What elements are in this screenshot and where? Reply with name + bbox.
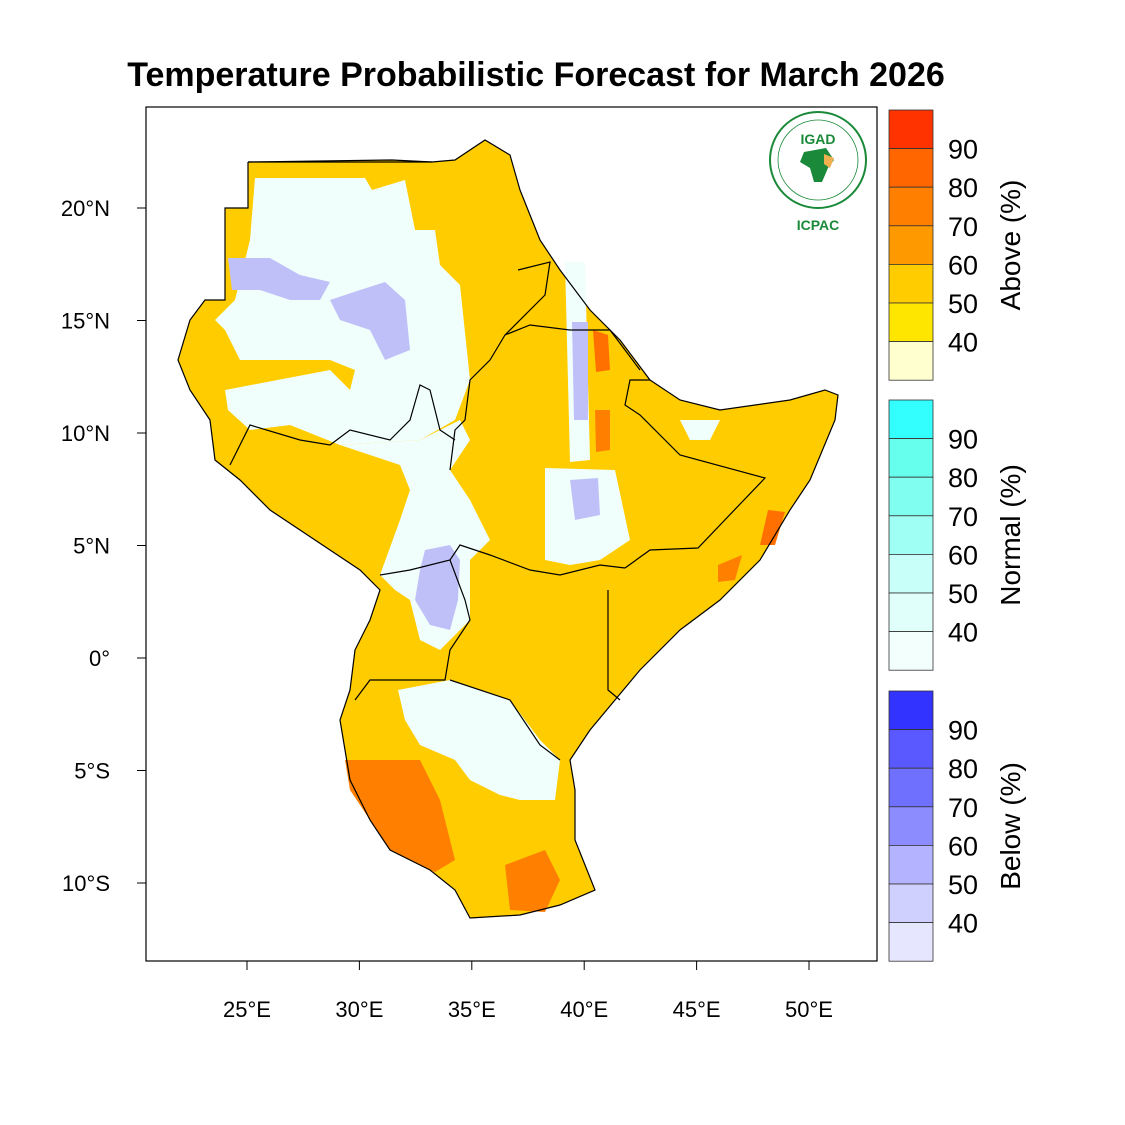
colorbar-label: 80 <box>948 754 978 784</box>
region-above-high-ethiopia <box>593 330 610 372</box>
colorbar-label: 60 <box>948 250 978 280</box>
colorbar-swatch <box>888 690 934 730</box>
colorbar-below: 90 80 70 60 50 40 Below (%) <box>888 690 1026 962</box>
figure-title: Temperature Probabilistic Forecast for M… <box>127 56 945 94</box>
colorbar-label: 70 <box>948 212 978 242</box>
colorbar-label: 90 <box>948 135 978 165</box>
colorbar-label: 60 <box>948 831 978 861</box>
logo-icpac-text: ICPAC <box>797 217 840 233</box>
border-sudan-southsudan <box>229 384 456 466</box>
border-ethiopia-somalia <box>624 379 767 569</box>
region-normal-somalia <box>680 420 720 440</box>
lat-tick-label: 10°S <box>62 871 110 896</box>
colorbar-label: 70 <box>948 502 978 532</box>
colorbar-swatch <box>888 186 934 227</box>
colorbar-swatch <box>888 592 934 632</box>
colorbar-swatch <box>888 845 934 885</box>
colorbar-swatch <box>888 883 934 923</box>
border-kenya-somalia <box>607 590 621 701</box>
lon-tick-label: 30°E <box>335 997 383 1022</box>
colorbar-label: 60 <box>948 540 978 570</box>
colorbar-label: 90 <box>948 716 978 746</box>
colorbar-title: Normal (%) <box>995 464 1026 606</box>
border-sudan-eritrea-ethiopia <box>449 261 551 471</box>
colorbar-swatch <box>888 476 934 517</box>
colorbar-swatch <box>888 341 934 381</box>
colorbar-label: 80 <box>948 173 978 203</box>
lon-axis: 25°E 30°E 35°E 40°E 45°E 50°E <box>223 961 833 1022</box>
map-area <box>177 139 839 919</box>
border-southsudan-uganda-kenya <box>379 544 626 576</box>
colorbar-label: 40 <box>948 909 978 939</box>
colorbar-title: Below (%) <box>995 762 1026 890</box>
lon-tick-label: 50°E <box>785 997 833 1022</box>
colorbar-normal: 90 80 70 60 50 40 Normal (%) <box>888 399 1026 671</box>
region-below-sudan-2 <box>330 282 410 360</box>
region-above-high-ethiopia-2 <box>595 410 610 452</box>
colorbar-swatch <box>888 148 934 188</box>
colorbar-swatch <box>888 225 934 265</box>
region-above-high-somalia <box>760 510 785 545</box>
colorbar-label: 90 <box>948 425 978 455</box>
region-below-ethiopia <box>572 322 588 420</box>
colorbar-label: 70 <box>948 793 978 823</box>
colorbar-label: 50 <box>948 289 978 319</box>
plot-frame <box>145 106 878 962</box>
region-normal-tanzania <box>398 680 560 800</box>
lat-tick-label: 10°N <box>61 421 110 446</box>
colorbar-label: 50 <box>948 870 978 900</box>
colorbar-swatch <box>888 729 934 769</box>
colorbar-swatch <box>888 515 934 555</box>
lon-tick-label: 35°E <box>448 997 496 1022</box>
lat-tick-label: 5°S <box>74 759 110 784</box>
colorbar-swatch <box>888 922 934 962</box>
lat-tick-label: 20°N <box>61 196 110 221</box>
region-above-high-kenya <box>718 555 742 582</box>
region-below-ethiopia-2 <box>570 478 600 520</box>
colorbar-swatch <box>888 109 934 149</box>
country-borders <box>177 139 839 919</box>
lon-tick-label: 40°E <box>560 997 608 1022</box>
colorbar-label: 50 <box>948 579 978 609</box>
lon-tick-label: 45°E <box>673 997 721 1022</box>
colorbar-label: 40 <box>948 618 978 648</box>
lat-tick-label: 5°N <box>73 534 110 559</box>
colorbar-title: Above (%) <box>995 180 1026 311</box>
igad-icpac-logo: IGAD ICPAC <box>769 111 867 233</box>
colorbar-swatch <box>888 767 934 808</box>
colorbar-swatch <box>888 554 934 594</box>
border-uganda-drc <box>354 559 471 701</box>
lat-tick-label: 15°N <box>61 309 110 334</box>
region-above-high-tanzania-2 <box>505 850 560 912</box>
logo-igad-text: IGAD <box>801 131 836 147</box>
region-above-high-tanzania <box>345 760 455 872</box>
lon-tick-label: 25°E <box>223 997 271 1022</box>
colorbar-label: 80 <box>948 463 978 493</box>
colorbar-swatch <box>888 399 934 439</box>
lat-axis: 20°N 15°N 10°N 5°N 0° 5°S 10°S <box>61 196 146 896</box>
colorbar-label: 40 <box>948 328 978 358</box>
colorbar-swatch <box>888 263 934 304</box>
colorbar-swatch <box>888 438 934 478</box>
colorbar-swatch <box>888 631 934 671</box>
colorbar-above: 90 80 70 60 50 40 Above (%) <box>888 109 1026 381</box>
border-eritrea-ethiopia <box>504 324 641 371</box>
coastline <box>177 139 839 919</box>
colorbars: 90 80 70 60 50 40 Above (%) 90 80 70 60 50 40 Normal … <box>888 109 1026 962</box>
colorbar-swatch <box>888 806 934 846</box>
region-below-sudan-1 <box>228 258 330 300</box>
border-kenya-tanzania <box>449 679 561 761</box>
lat-tick-label: 0° <box>89 646 110 671</box>
colorbar-swatch <box>888 302 934 342</box>
